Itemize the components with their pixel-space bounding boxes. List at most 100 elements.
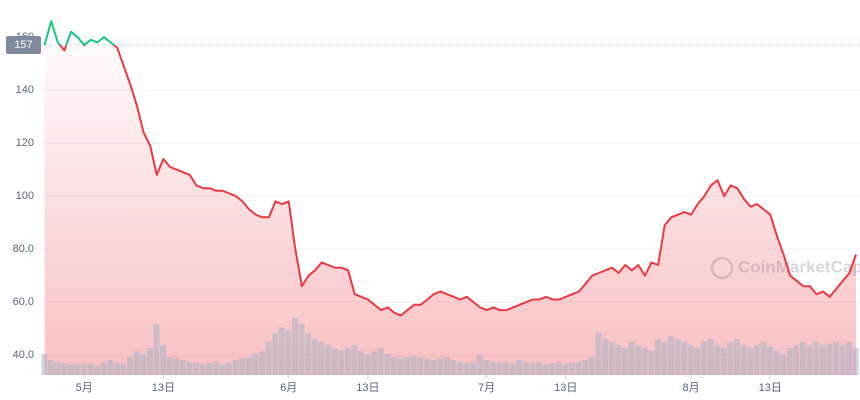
volume-bar [120,364,127,375]
volume-bar [463,363,470,375]
volume-bar [259,351,265,375]
volume-bar [318,342,325,375]
volume-bar [377,348,384,375]
volume-bar [325,345,331,375]
volume-bar [701,342,707,375]
volume-bar [628,342,635,375]
y-tick-label: 140 [16,84,34,96]
volume-bar [470,361,477,375]
volume-bar [661,342,668,375]
volume-bar [819,345,826,375]
volume-bar [714,345,721,375]
volume-bar [681,342,688,375]
volume-bar [575,361,582,375]
volume-bar [61,363,68,375]
volume-bar [219,364,226,375]
volume-bar [621,348,628,375]
y-tick-label: 40.0 [13,349,34,361]
volume-bar [687,345,694,375]
volume-bar [186,361,193,375]
volume-bar [707,339,714,375]
volume-bar [100,361,107,375]
volume-bar [450,360,457,375]
volume-bar [615,345,622,375]
x-tick-label: 6月 [280,382,297,394]
volume-bar [437,358,444,375]
volume-bar [529,363,536,375]
volume-bar [496,363,503,375]
volume-bar [357,351,364,375]
x-tick-label: 13日 [554,382,577,394]
volume-bar [410,355,417,375]
volume-bar [780,354,787,375]
volume-bar [384,354,391,375]
volume-bar [344,348,351,375]
volume-bar [166,357,173,375]
volume-bar [206,363,213,375]
x-tick-label: 13日 [152,382,175,394]
x-tick-label: 13日 [759,382,782,394]
volume-bar [595,333,602,375]
volume-bar [766,346,773,375]
volume-bar [265,342,272,375]
volume-bar [226,363,232,375]
price-area [44,45,857,375]
y-tick-label: 120 [16,137,34,149]
volume-bar [331,348,338,375]
baseline-label: 157 [14,39,32,51]
volume-bar [278,327,285,375]
volume-bar [397,358,404,375]
volume-bar [799,342,806,375]
volume-bar [668,336,674,375]
volume-bar [212,361,219,375]
volume-bar [846,342,853,375]
volume-bar [786,348,793,375]
volume-bar [549,363,556,375]
volume-bar [753,345,760,375]
volume-bar [107,360,114,375]
volume-bar [483,360,490,375]
volume-bar [298,324,305,375]
volume-bar [734,339,740,375]
volume-bar [832,342,839,375]
volume-bar [74,363,81,375]
volume-bar [648,351,655,375]
volume-bar [562,364,569,375]
x-tick-label: 5月 [76,382,93,394]
volume-bar [443,357,450,375]
volume-bar [674,339,681,375]
x-tick-label: 13日 [356,382,379,394]
volume-bar [555,361,562,375]
volume-bar [199,364,206,375]
volume-bar [826,343,833,375]
volume-bar [602,339,609,375]
volume-bar [285,330,292,375]
volume-bar [760,342,767,375]
volume-bar [727,342,734,375]
volume-bar [423,358,430,375]
volume-bar [292,318,298,375]
volume-bar [54,361,61,375]
volume-bar [47,360,54,375]
volume-bar [503,361,510,375]
volume-bar [364,354,371,375]
price-line [43,20,857,317]
volume-bar [41,354,48,375]
volume-bar [94,366,101,375]
volume-bar [839,345,846,375]
volume-bar [232,360,239,375]
volume-bar [489,361,496,375]
volume-bar [635,345,641,375]
volume-bar [133,351,140,375]
volume-bar [245,357,252,375]
volume-bar [694,348,701,375]
volume-bar [456,361,463,375]
volume-bar [390,357,397,375]
volume-bar [127,357,134,375]
y-tick-label: 60.0 [13,296,34,308]
volume-bar [476,354,483,375]
volume-bar [193,363,200,375]
volume-bar [417,357,424,375]
volume-bar [806,345,813,375]
volume-bar [87,364,94,375]
